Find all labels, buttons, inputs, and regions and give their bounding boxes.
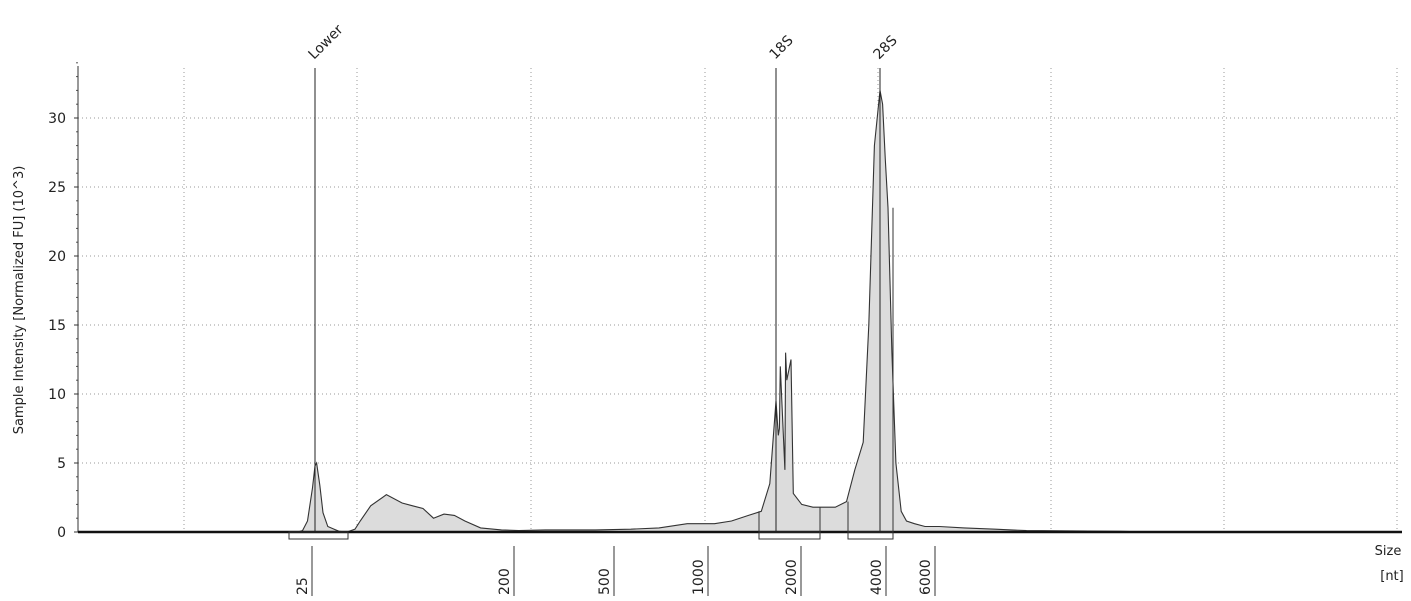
size-marker-label: 2000: [784, 559, 800, 595]
y-axis-title: Sample Intensity [Normalized FU] (10^3): [12, 166, 27, 435]
peak-label-18s: 18S: [767, 33, 797, 63]
y-tick-label: 25: [48, 180, 66, 196]
y-tick-label: 20: [48, 249, 66, 265]
y-tick-label: 30: [48, 111, 66, 127]
peak-region-box: [288, 531, 349, 540]
peak-layer: [314, 68, 894, 532]
trace-area-fill: [80, 90, 1398, 533]
size-marker-label: 200: [497, 568, 513, 595]
axis-layer: [74, 62, 1402, 596]
size-marker-label: 25: [295, 577, 311, 595]
grid-layer: [78, 68, 1398, 532]
area-layer: [80, 90, 1398, 533]
size-marker-label: 6000: [918, 559, 934, 595]
size-marker-label: 1000: [691, 559, 707, 595]
peak-region-box: [758, 531, 821, 540]
x-axis-title-line-1: Size: [1375, 544, 1402, 559]
peak-label-28s: 28S: [871, 33, 901, 63]
peak-label-lower: Lower: [306, 22, 347, 63]
peak-region-box: [847, 531, 894, 540]
trace-line: [80, 90, 1398, 533]
size-marker-label: 4000: [869, 559, 885, 595]
y-tick-label: 0: [57, 525, 66, 541]
y-tick-label: 5: [57, 456, 66, 472]
size-marker-label: 500: [597, 568, 613, 595]
x-axis-title-line-2: [nt]: [1380, 569, 1403, 584]
y-tick-label: 15: [48, 318, 66, 334]
y-tick-label: 10: [48, 387, 66, 403]
